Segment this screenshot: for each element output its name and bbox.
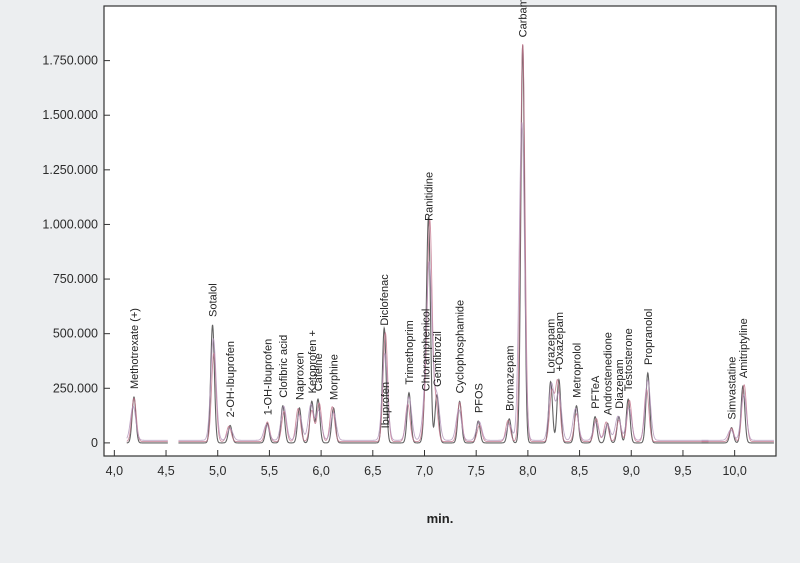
peak-label: +Oxazepam xyxy=(554,312,566,372)
y-tick-label: 1.750.000 xyxy=(42,54,98,68)
peak-label: Bromazepam xyxy=(504,345,516,410)
peak-labels: Methotrexate (+) Sotalol 2-OH-Ibuprofen 1-O… xyxy=(129,0,750,428)
peak-label: 2-OH-Ibuprofen xyxy=(225,341,237,417)
y-tick-label: 1.500.000 xyxy=(42,108,98,122)
peak-label: Diazepam xyxy=(614,359,626,409)
peak-label: Lorazepam xyxy=(546,319,558,374)
x-tick-label: 7,0 xyxy=(416,464,433,478)
chromatogram-trace xyxy=(178,122,709,441)
peak-label: Trimethoprim xyxy=(404,320,416,384)
peak-label: Metroprolol xyxy=(571,343,583,398)
chromatogram-trace xyxy=(126,405,168,441)
x-tick-label: 6,0 xyxy=(312,464,329,478)
peak-label: Sotalol xyxy=(208,283,220,317)
y-axis: 0 250.000 500.000 750.000 1.000.000 1.250.000… xyxy=(42,54,110,450)
x-tick-label: 8,5 xyxy=(571,464,588,478)
peak-label: Chloramphenicol xyxy=(421,309,433,392)
chromatogram-trace xyxy=(701,384,774,444)
y-tick-label: 1.250.000 xyxy=(42,163,98,177)
peak-label: Carbamazepine xyxy=(518,0,530,37)
x-tick-label: 5,5 xyxy=(261,464,278,478)
peak-label: Ranitidine xyxy=(424,172,436,221)
peak-label: Naproxen xyxy=(294,352,306,400)
x-tick-label: 4,5 xyxy=(157,464,174,478)
y-tick-label: 250.000 xyxy=(53,381,98,395)
x-tick-label: 4,0 xyxy=(106,464,123,478)
x-tick-label: 6,5 xyxy=(364,464,381,478)
peak-label: Propranolol xyxy=(643,309,655,365)
peak-label: Morphine xyxy=(329,354,341,400)
x-tick-label: 10,0 xyxy=(722,464,746,478)
peak-label: PFOS xyxy=(473,383,485,413)
peak-label: 1-OH-Ibuprofen xyxy=(262,339,274,415)
x-axis-title: min. xyxy=(427,511,454,526)
x-tick-label: 5,0 xyxy=(209,464,226,478)
chromatogram-trace xyxy=(126,397,168,443)
peak-label: Simvastatine xyxy=(727,357,739,420)
y-tick-label: 750.000 xyxy=(53,272,98,286)
peak-label: Clofibric acid xyxy=(278,335,290,398)
peak-label: Androstenedione xyxy=(602,332,614,415)
peak-label: Amitriptyline xyxy=(738,318,750,378)
x-tick-label: 9,0 xyxy=(623,464,640,478)
peak-label: Methotrexate (+) xyxy=(129,308,141,389)
chromatogram-trace xyxy=(701,394,774,441)
peak-label: Testosterone xyxy=(623,328,635,391)
y-tick-label: 1.000.000 xyxy=(42,217,98,231)
plot-area xyxy=(103,5,777,457)
y-tick-label: 0 xyxy=(91,436,98,450)
chromatogram-trace xyxy=(701,384,774,443)
peak-label: Cafeine xyxy=(313,353,325,391)
x-tick-label: 8,0 xyxy=(519,464,536,478)
peak-label: Ibuprofen xyxy=(380,382,392,428)
peak-label: PFTeA xyxy=(590,375,602,409)
x-tick-label: 9,5 xyxy=(674,464,691,478)
traces xyxy=(126,43,774,444)
x-tick-label: 7,5 xyxy=(467,464,484,478)
peak-label: Ketoprofen + xyxy=(307,330,319,393)
y-tick-label: 500.000 xyxy=(53,327,98,341)
peak-label: Cyclophosphamide xyxy=(455,300,467,394)
peak-label: Diclofenac xyxy=(379,274,391,326)
x-axis: 4,0 4,5 5,0 5,5 6,0 6,5 7,0 7,5 8,0 8,5 9,0 9,5 10,0 xyxy=(106,450,747,478)
peak-label: Gemfibrozil xyxy=(432,331,444,387)
